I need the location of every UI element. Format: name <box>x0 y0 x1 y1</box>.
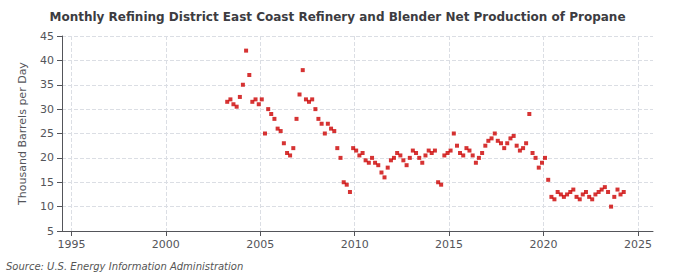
svg-text:35: 35 <box>40 78 54 91</box>
svg-text:Monthly Refining District East: Monthly Refining District East Coast Ref… <box>49 10 625 24</box>
svg-text:Source: U.S. Energy Informatio: Source: U.S. Energy Information Administ… <box>6 261 243 272</box>
svg-text:15: 15 <box>40 176 54 189</box>
svg-text:2010: 2010 <box>341 238 369 251</box>
svg-text:25: 25 <box>40 127 54 140</box>
svg-text:2000: 2000 <box>152 238 180 251</box>
svg-text:5: 5 <box>47 225 54 238</box>
svg-text:2025: 2025 <box>624 238 652 251</box>
svg-text:1995: 1995 <box>57 238 85 251</box>
svg-text:2015: 2015 <box>435 238 463 251</box>
svg-text:2020: 2020 <box>529 238 557 251</box>
svg-text:40: 40 <box>40 54 54 67</box>
svg-text:2005: 2005 <box>246 238 274 251</box>
svg-text:20: 20 <box>40 151 54 164</box>
svg-text:45: 45 <box>40 30 54 43</box>
svg-text:Thousand Barrels per Day: Thousand Barrels per Day <box>16 62 29 206</box>
svg-text:10: 10 <box>40 200 54 213</box>
svg-text:30: 30 <box>40 103 54 116</box>
